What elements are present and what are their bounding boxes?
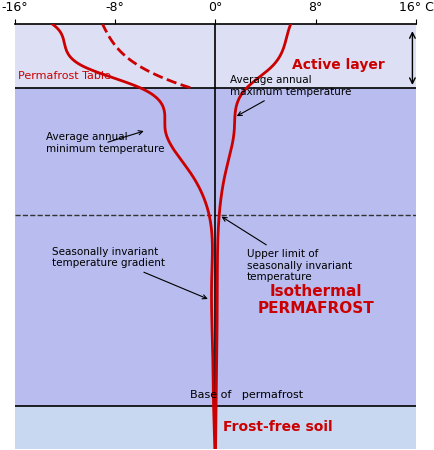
- Text: Permafrost Table: Permafrost Table: [18, 72, 111, 81]
- Text: Isothermal
PERMAFROST: Isothermal PERMAFROST: [257, 284, 373, 316]
- Text: Average annual
maximum temperature: Average annual maximum temperature: [230, 75, 351, 116]
- Bar: [15, 24, 415, 88]
- Text: Seasonally invariant
temperature gradient: Seasonally invariant temperature gradien…: [52, 247, 206, 299]
- Text: Frost-free soil: Frost-free soil: [223, 420, 332, 434]
- Bar: [15, 406, 415, 449]
- Text: Average annual
minimum temperature: Average annual minimum temperature: [46, 130, 164, 154]
- Bar: [15, 88, 415, 406]
- Text: Active layer: Active layer: [291, 58, 384, 72]
- Text: Upper limit of
seasonally invariant
temperature: Upper limit of seasonally invariant temp…: [222, 217, 351, 282]
- Text: Base of   permafrost: Base of permafrost: [190, 390, 302, 400]
